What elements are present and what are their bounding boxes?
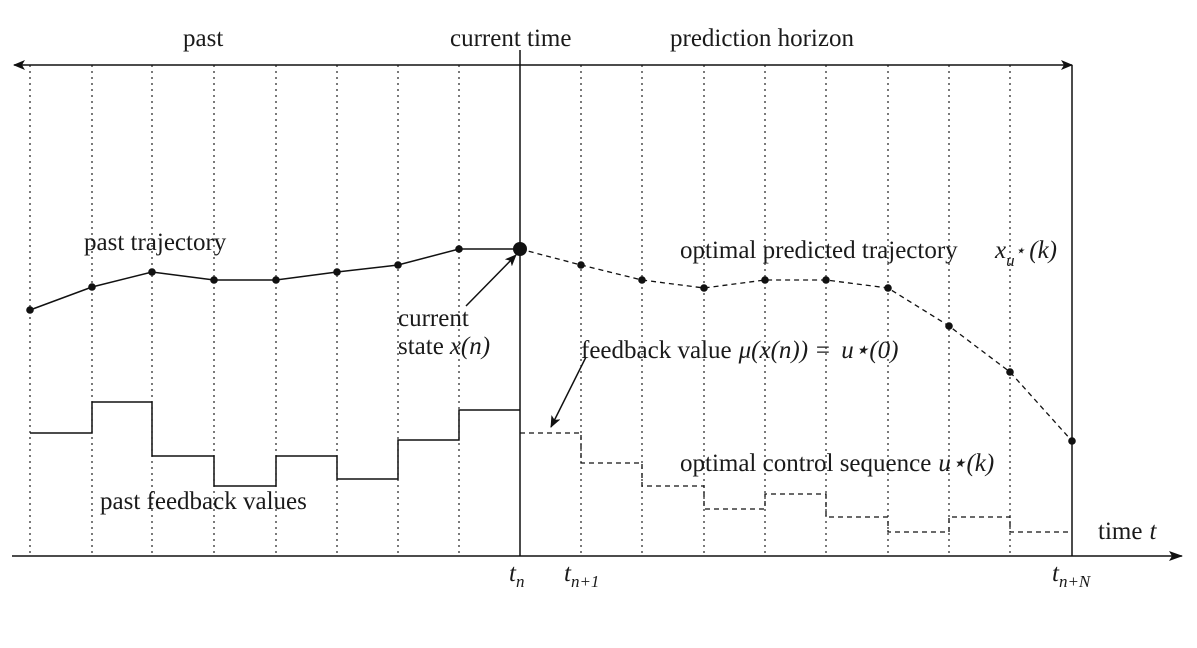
tick-t-n: tn [509,560,524,591]
feedback-value-pointer [550,356,587,428]
control-sequence-label: optimal control sequence u⋆(k) [680,450,994,477]
past-trajectory-points [26,245,463,314]
past-trajectory-label: past trajectory [84,229,227,256]
feedback-value-label: feedback value μ(x(n)) = u⋆(0) [581,337,899,364]
time-axis-label: time t [1098,518,1157,545]
predicted-trajectory-points [577,261,1076,445]
control-sequence-staircase [520,432,1072,533]
current-state-pointer [465,254,517,307]
tick-t-n-plus-N: tn+N [1052,560,1092,591]
past-feedback-label: past feedback values [100,488,307,515]
predicted-trajectory-label: optimal predicted trajectory [680,237,958,264]
predicted-trajectory-line [519,248,1073,442]
tick-t-n-plus-1: tn+1 [564,560,599,591]
past-label: past [183,25,223,52]
current-time-label: current time [450,25,571,52]
current-state-label-2: state x(n) [398,333,490,360]
past-feedback-staircase [30,401,520,487]
prediction-horizon-label: prediction horizon [670,25,854,52]
predicted-trajectory-math: xu⋆ (k) [994,237,1057,270]
current-state-label-1: current [398,305,469,332]
